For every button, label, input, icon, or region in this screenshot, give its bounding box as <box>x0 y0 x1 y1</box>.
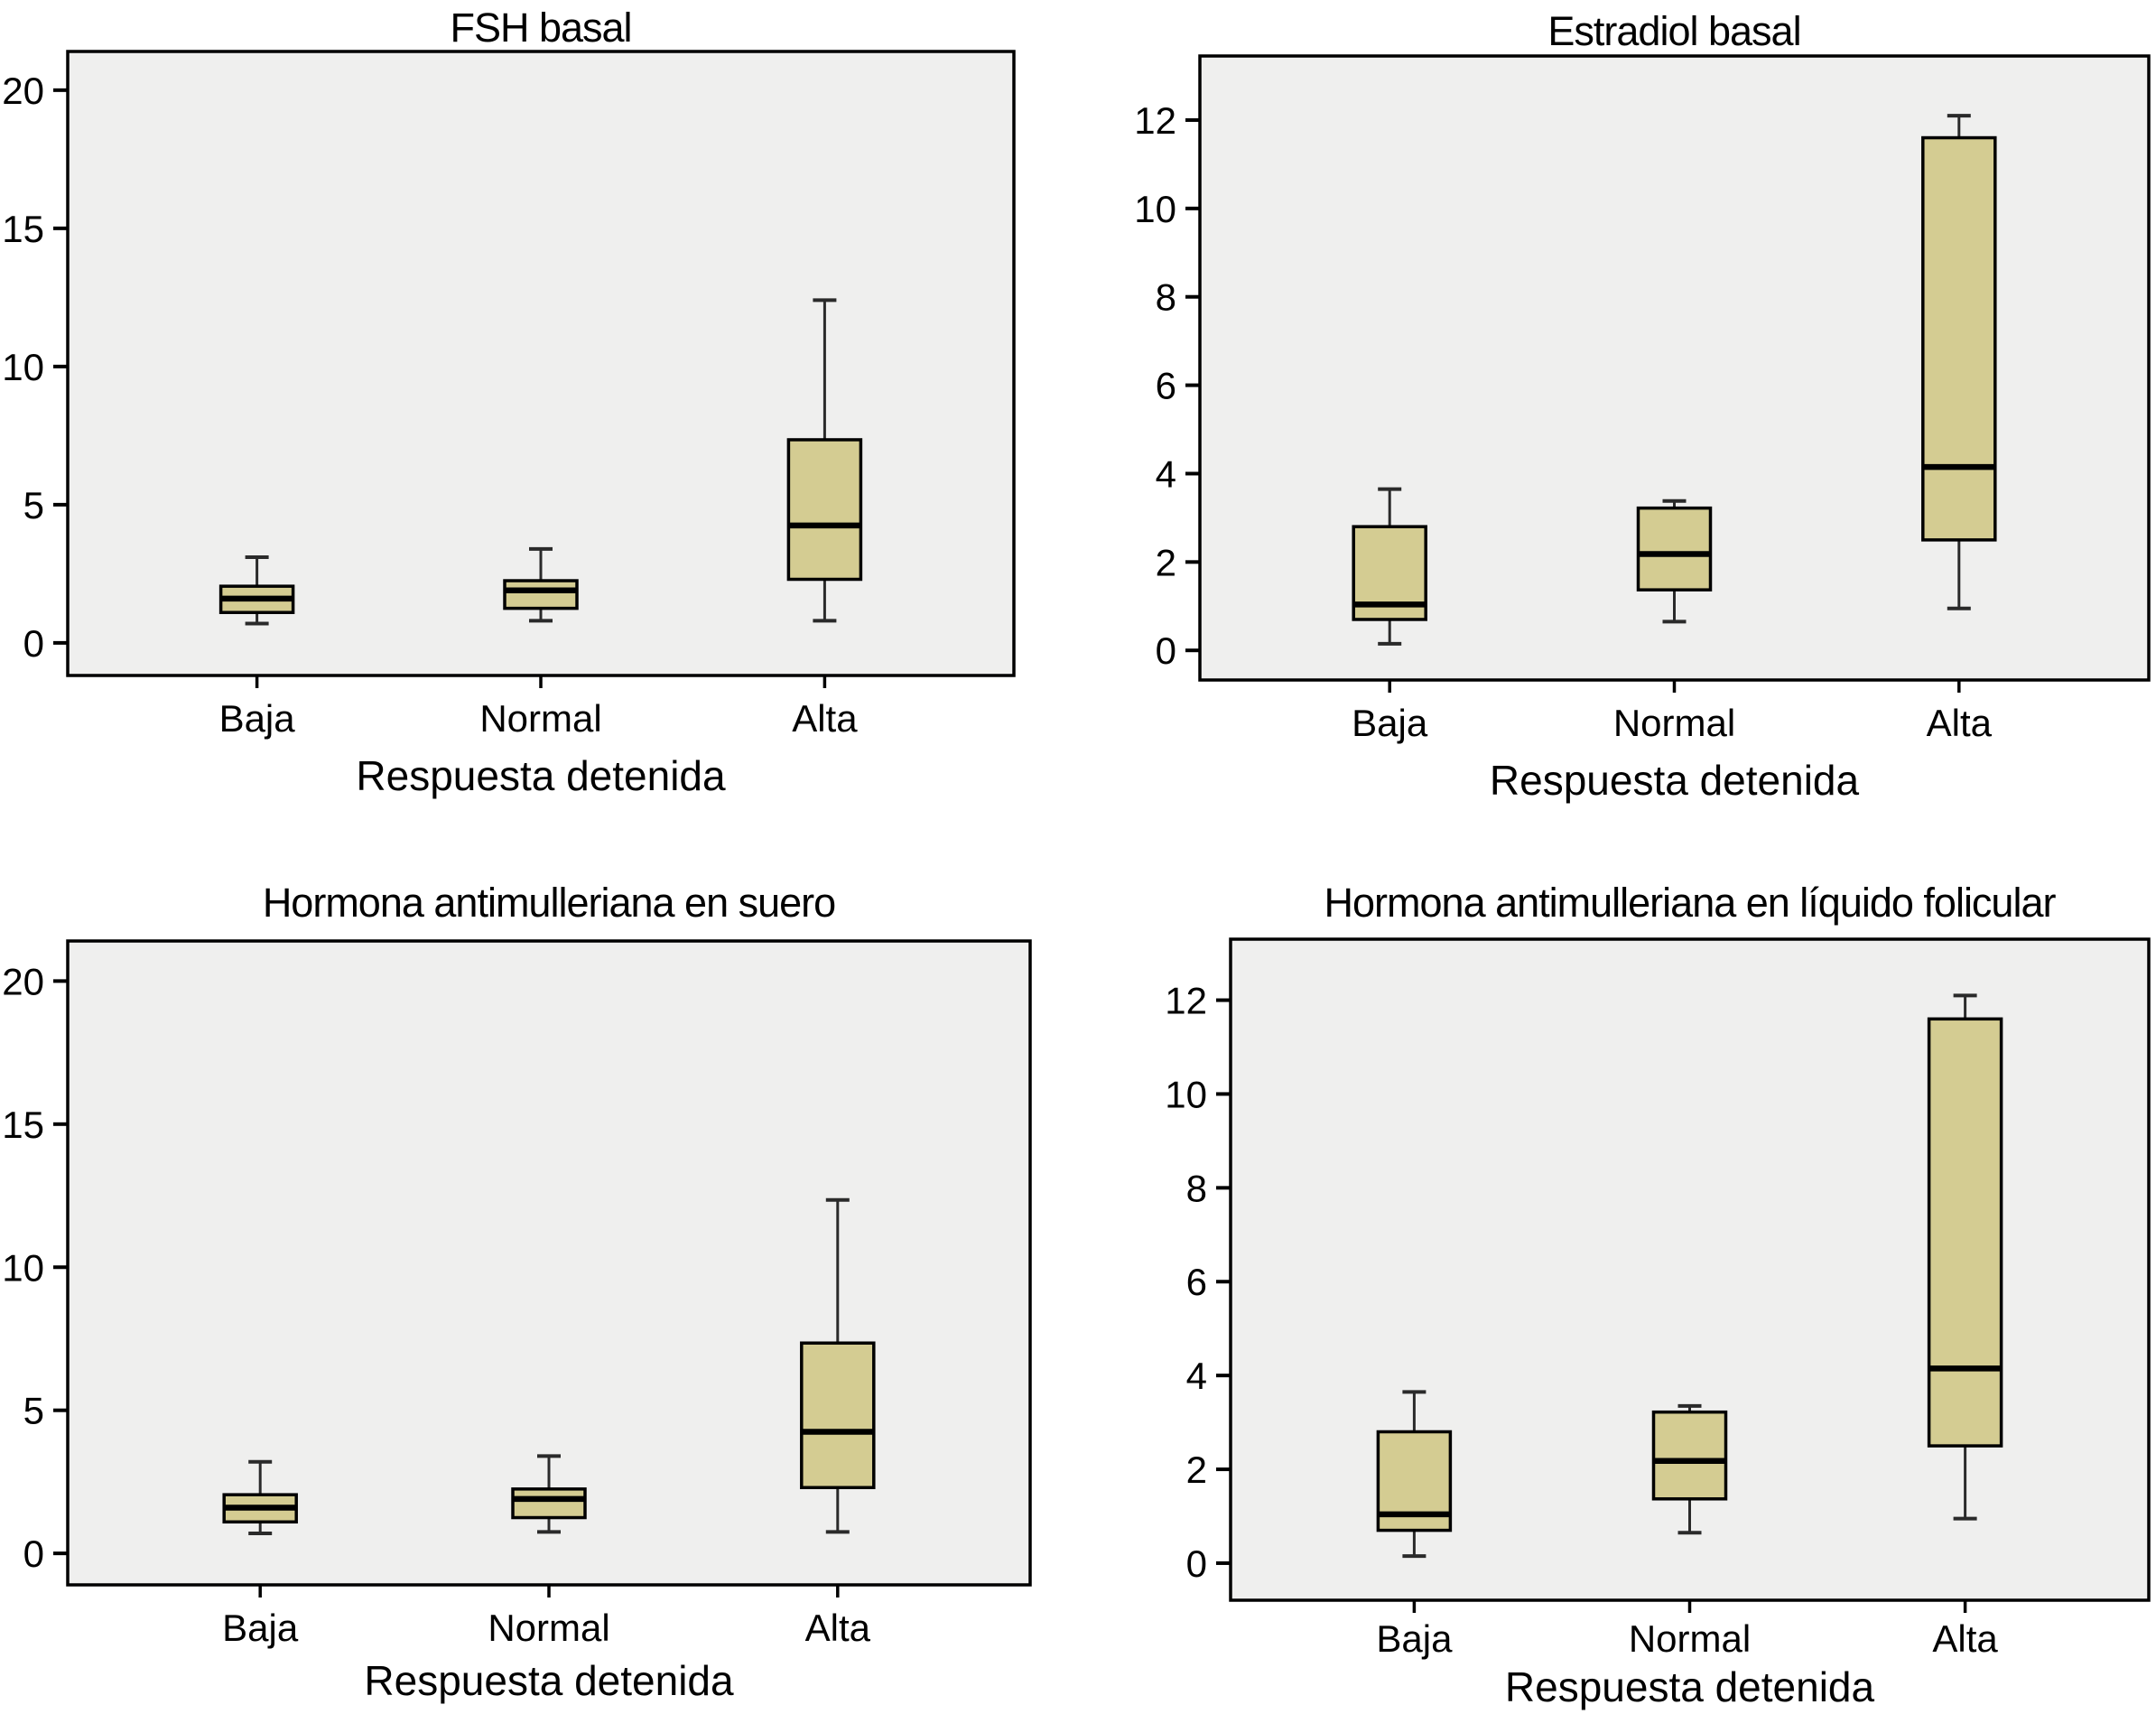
y-tick-label: 0 <box>1186 1542 1207 1585</box>
iqr-box <box>1651 1410 1728 1501</box>
y-tick-label: 8 <box>1186 1167 1207 1209</box>
category-label-baja: Baja <box>219 697 296 740</box>
category-label-normal: Normal <box>488 1607 609 1649</box>
y-tick-label: 12 <box>1134 99 1176 142</box>
chart-title: Estradiol basal <box>1547 8 1800 54</box>
category-label-alta: Alta <box>1927 702 1993 744</box>
category-label-baja: Baja <box>1376 1617 1453 1660</box>
y-tick-label: 15 <box>2 1104 44 1146</box>
y-tick-label: 10 <box>1134 188 1176 230</box>
plot-frame <box>1229 937 2151 1602</box>
box-group-baja <box>218 555 295 626</box>
category-label-alta: Alta <box>805 1607 871 1649</box>
x-axis-title: Respuesta detenida <box>1505 1663 1875 1710</box>
y-tick-label: 6 <box>1186 1261 1207 1303</box>
panel-fsh-basal: FSH basal 0 5 10 15 20 Baja Normal Alta Respuesta… <box>0 0 1078 857</box>
x-axis-title: Respuesta detenida <box>1490 757 1860 804</box>
box-group-normal <box>1636 498 1713 624</box>
y-tick-label: 5 <box>23 1390 44 1432</box>
category-label-normal: Normal <box>1613 702 1735 744</box>
y-tick-label: 4 <box>1186 1355 1207 1397</box>
category-label-alta: Alta <box>792 697 858 740</box>
box-group-baja <box>222 1459 298 1535</box>
y-tick-label: 0 <box>1156 629 1176 672</box>
iqr-box <box>800 1341 876 1490</box>
fsh-basal-plot: FSH basal 0 5 10 15 20 Baja Normal Alta Respuesta… <box>2 5 1016 799</box>
plot-frame <box>1198 54 2151 682</box>
box-group-normal <box>1651 1403 1728 1535</box>
y-tick-label: 10 <box>2 346 44 388</box>
category-label-baja: Baja <box>1352 702 1428 744</box>
y-tick-label: 4 <box>1156 452 1176 495</box>
box-group-alta <box>800 1197 876 1534</box>
category-label-baja: Baja <box>222 1607 299 1649</box>
iqr-box <box>1921 135 1997 542</box>
estradiol-basal-plot: Estradiol basal 0 2 4 6 8 10 12 Baja Normal Alta Re… <box>1134 8 2151 804</box>
box-group-alta <box>786 298 863 623</box>
category-label-alta: Alta <box>1932 1617 1998 1660</box>
y-tick-label: 12 <box>1165 980 1207 1022</box>
y-tick-label: 15 <box>2 208 44 250</box>
box-group-alta <box>1921 114 1997 610</box>
iqr-box <box>511 1487 587 1520</box>
y-tick-label: 6 <box>1156 365 1176 407</box>
y-tick-label: 0 <box>23 1532 44 1575</box>
chart-title: Hormona antimulleriana en suero <box>263 880 835 926</box>
iqr-box <box>1636 506 1713 592</box>
category-label-normal: Normal <box>479 697 601 740</box>
category-label-normal: Normal <box>1629 1617 1751 1660</box>
panel-hormona-antimulleriana-suero: Hormona antimulleriana en suero 0 5 10 15 20 B… <box>0 857 1078 1714</box>
panel-hormona-antimulleriana-liquido-folicular: Hormona antimulleriana en líquido folicu… <box>1078 857 2156 1714</box>
box-group-alta <box>1927 993 2003 1521</box>
plot-frame <box>66 939 1032 1587</box>
y-tick-label: 10 <box>2 1246 44 1289</box>
plot-frame <box>66 50 1016 677</box>
y-tick-label: 20 <box>2 960 44 1002</box>
iqr-box <box>786 438 863 582</box>
box-group-normal <box>511 1454 587 1534</box>
hormona-antimulleriana-liquido-folicular-plot: Hormona antimulleriana en líquido folicu… <box>1165 880 2151 1710</box>
y-tick-label: 2 <box>1186 1449 1207 1491</box>
box-group-baja <box>1376 1390 1453 1559</box>
chart-title: FSH basal <box>450 5 631 51</box>
y-tick-label: 5 <box>23 484 44 526</box>
iqr-box <box>1927 1017 2003 1448</box>
box-group-baja <box>1352 487 1427 646</box>
hormona-antimulleriana-suero-plot: Hormona antimulleriana en suero 0 5 10 15 20 B… <box>2 880 1032 1704</box>
box-group-normal <box>503 546 579 623</box>
y-tick-label: 8 <box>1156 276 1176 319</box>
x-axis-title: Respuesta detenida <box>364 1657 734 1704</box>
y-tick-label: 20 <box>2 70 44 112</box>
y-tick-label: 0 <box>23 622 44 665</box>
x-axis-title: Respuesta detenida <box>356 752 726 799</box>
iqr-box <box>503 579 579 610</box>
y-tick-label: 2 <box>1156 541 1176 583</box>
panel-estradiol-basal: Estradiol basal 0 2 4 6 8 10 12 Baja Normal Alta Re… <box>1078 0 2156 857</box>
chart-title: Hormona antimulleriana en líquido folicu… <box>1324 880 2057 926</box>
y-tick-label: 10 <box>1165 1073 1207 1115</box>
